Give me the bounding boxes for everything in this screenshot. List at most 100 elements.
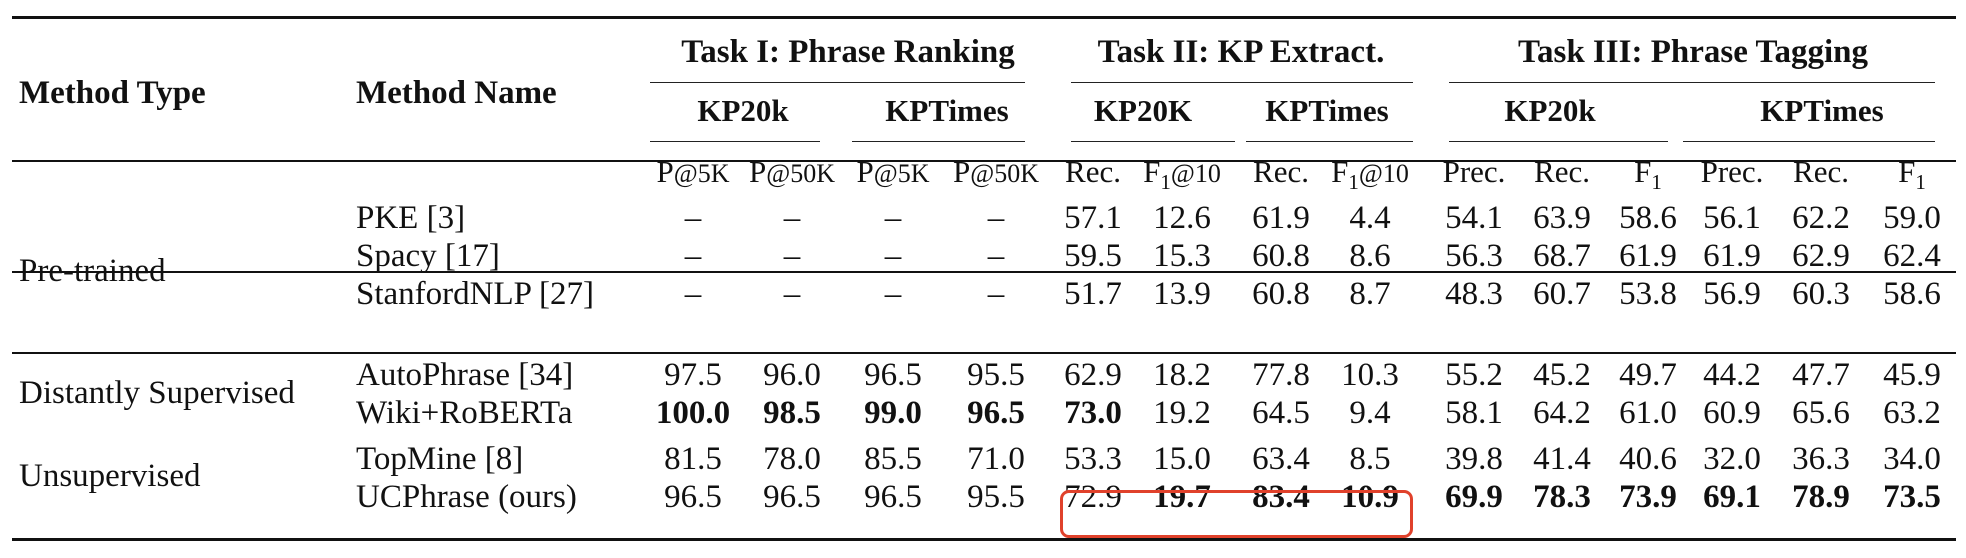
dataset-header: KPTimes	[1265, 93, 1389, 128]
method-name: AutoPhrase [34]	[356, 357, 574, 393]
table-cell: –	[684, 276, 702, 312]
table-cell: 96.5	[864, 479, 922, 515]
table-cell: 100.0	[655, 395, 731, 431]
metric-label: Prec.	[1700, 154, 1764, 189]
table-cell: 4.4	[1349, 200, 1391, 236]
metric-suffix: @5K	[673, 159, 730, 188]
table-cell: 18.2	[1153, 357, 1211, 393]
table-cell: 10.9	[1341, 479, 1399, 515]
metric-label: P	[953, 154, 971, 189]
dataset-underline	[1683, 141, 1935, 143]
table-cell: 59.0	[1883, 200, 1941, 236]
metric-subscript: 1	[1915, 170, 1926, 195]
task-underline	[1071, 82, 1413, 84]
table-cell: 96.5	[864, 357, 922, 393]
table-cell: 61.9	[1703, 238, 1761, 274]
dataset-underline	[650, 141, 820, 143]
table-cell: –	[884, 238, 902, 274]
table-cell: –	[987, 276, 1005, 312]
table-cell: 45.9	[1883, 357, 1941, 393]
method-type-label: Pre-trained	[19, 253, 166, 289]
task-header: Task I: Phrase Ranking	[681, 34, 1015, 70]
table-cell: 54.1	[1445, 200, 1503, 236]
table-cell: 83.4	[1252, 479, 1310, 515]
table-cell: 19.7	[1153, 479, 1211, 515]
table-cell: 73.9	[1619, 479, 1677, 515]
metric-subscript: 1	[1160, 170, 1171, 195]
metric-label: P	[656, 154, 674, 189]
table-cell: 15.0	[1153, 441, 1211, 477]
dataset-underline	[1246, 141, 1413, 143]
table-cell: 36.3	[1792, 441, 1850, 477]
metric-label: F	[1634, 154, 1652, 189]
table-cell: 51.7	[1064, 276, 1122, 312]
table-cell: 48.3	[1445, 276, 1503, 312]
metric-label: Rec.	[1065, 154, 1121, 189]
table-cell: 56.9	[1703, 276, 1761, 312]
dataset-underline	[1071, 141, 1235, 143]
metric-header: F1@10	[1143, 156, 1221, 193]
table-cell: 56.3	[1445, 238, 1503, 274]
metric-header: Rec.	[1065, 156, 1121, 187]
metric-label: Rec.	[1793, 154, 1849, 189]
table-cell: 60.8	[1252, 238, 1310, 274]
table-cell: 98.5	[763, 395, 821, 431]
table-cell: 62.9	[1064, 357, 1122, 393]
table-cell: 62.9	[1792, 238, 1850, 274]
table-cell: 60.9	[1703, 395, 1761, 431]
table-cell: 15.3	[1153, 238, 1211, 274]
table-cell: 64.5	[1252, 395, 1310, 431]
metric-header: F1	[1634, 156, 1662, 193]
task-header: Task II: KP Extract.	[1097, 34, 1385, 70]
metric-suffix: @10	[1358, 159, 1409, 188]
table-cell: 58.1	[1445, 395, 1503, 431]
metric-label: F	[1143, 154, 1161, 189]
table-cell: –	[783, 276, 801, 312]
metric-suffix: @10	[1170, 159, 1221, 188]
table-cell: 64.2	[1533, 395, 1591, 431]
metric-label: Prec.	[1442, 154, 1506, 189]
table-cell: 81.5	[664, 441, 722, 477]
metric-label: Rec.	[1534, 154, 1590, 189]
table-cell: 78.9	[1792, 479, 1850, 515]
metric-header: Prec.	[1701, 156, 1764, 187]
table-cell: 96.5	[763, 479, 821, 515]
metric-header: Rec.	[1534, 156, 1590, 187]
table-cell: 58.6	[1883, 276, 1941, 312]
table-cell: 13.9	[1153, 276, 1211, 312]
metric-header: P@5K	[657, 156, 730, 187]
metric-label: P	[856, 154, 874, 189]
table-cell: 60.8	[1252, 276, 1310, 312]
table-cell: 95.5	[967, 479, 1025, 515]
table-cell: –	[987, 238, 1005, 274]
metric-header: P@50K	[953, 156, 1039, 187]
metric-label: Rec.	[1253, 154, 1309, 189]
table-cell: –	[884, 276, 902, 312]
table-cell: 71.0	[967, 441, 1025, 477]
table-cell: 77.8	[1252, 357, 1310, 393]
table-cell: 53.3	[1064, 441, 1122, 477]
metric-header: P@5K	[857, 156, 930, 187]
method-type-label: Unsupervised	[19, 458, 201, 494]
metric-suffix: @50K	[766, 159, 835, 188]
table-cell: –	[783, 238, 801, 274]
metric-header: Prec.	[1443, 156, 1506, 187]
table-cell: 78.0	[763, 441, 821, 477]
table-cell: 97.5	[664, 357, 722, 393]
dataset-header: KP20K	[1093, 93, 1193, 128]
task-header: Task III: Phrase Tagging	[1518, 34, 1868, 70]
table-cell: 8.7	[1349, 276, 1391, 312]
highlight-box	[1060, 490, 1413, 538]
table-cell: 34.0	[1883, 441, 1941, 477]
table-cell: 44.2	[1703, 357, 1761, 393]
metric-label: F	[1331, 154, 1349, 189]
metric-header: Rec.	[1253, 156, 1309, 187]
metric-header: Rec.	[1793, 156, 1849, 187]
table-cell: –	[987, 200, 1005, 236]
table-cell: 49.7	[1619, 357, 1677, 393]
table-cell: 69.9	[1445, 479, 1503, 515]
table-cell: 63.4	[1252, 441, 1310, 477]
table-cell: 60.7	[1533, 276, 1591, 312]
task-underline	[1449, 82, 1935, 84]
table-cell: 55.2	[1445, 357, 1503, 393]
